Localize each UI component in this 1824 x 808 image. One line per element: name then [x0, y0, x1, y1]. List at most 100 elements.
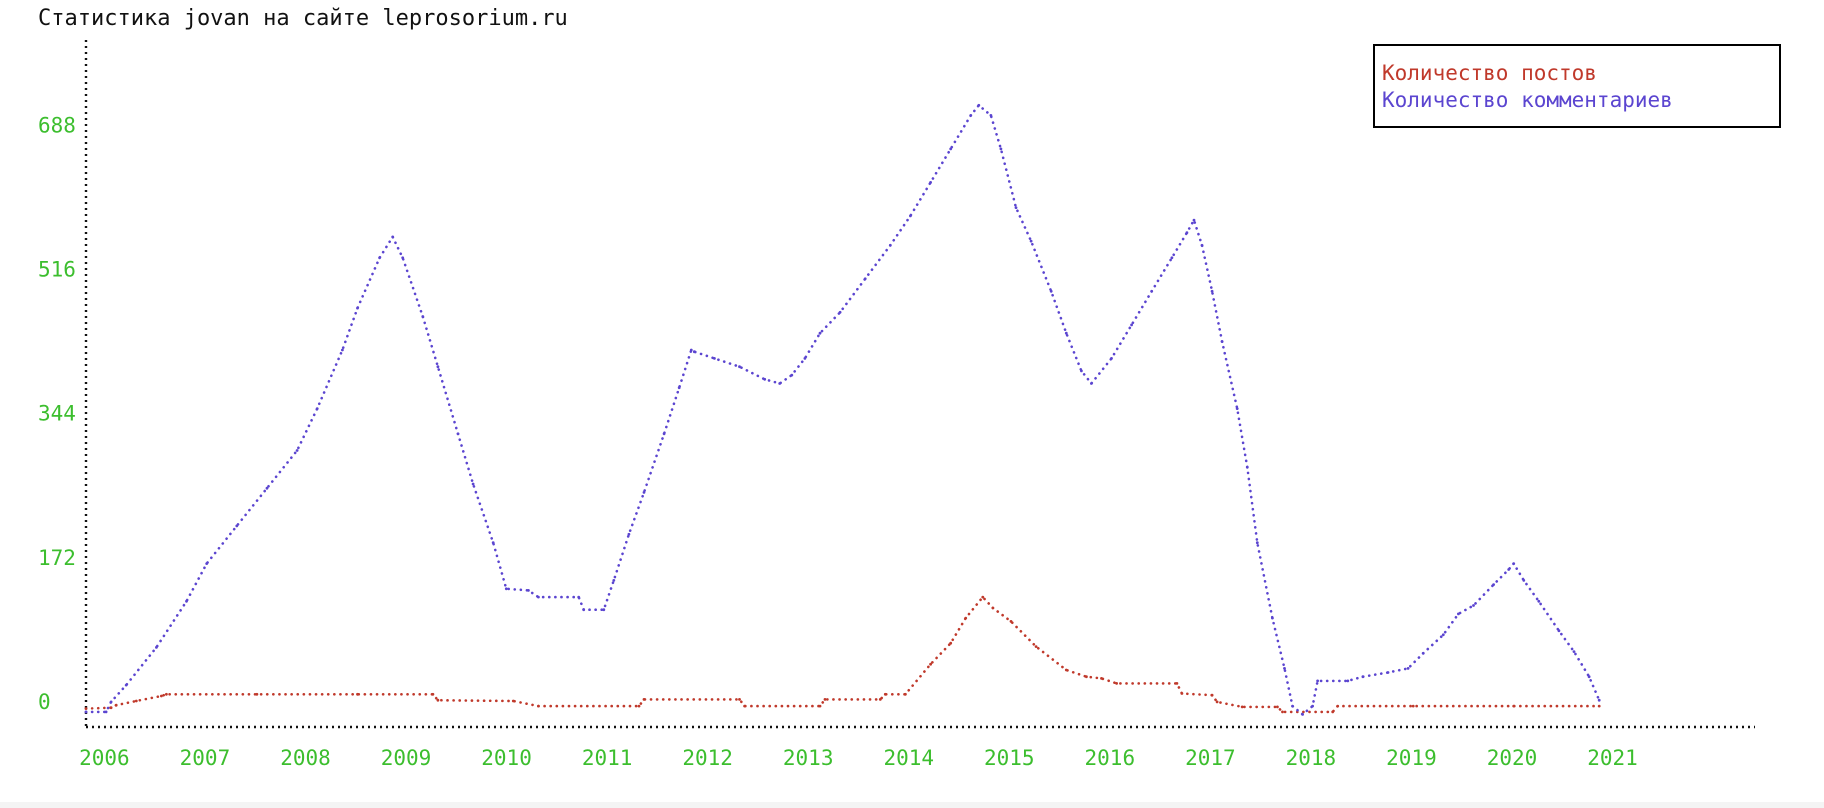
- chart-axes: [84, 40, 1755, 729]
- data-point: [991, 606, 995, 610]
- data-point: [436, 365, 440, 369]
- data-point: [431, 692, 435, 696]
- data-point: [743, 704, 746, 708]
- x-tick-label: 2011: [582, 746, 633, 770]
- data-point: [205, 562, 209, 565]
- data-point: [577, 595, 581, 599]
- data-point: [1210, 289, 1214, 293]
- x-tick-label: 2018: [1286, 746, 1337, 770]
- data-point: [949, 641, 953, 645]
- data-point: [803, 357, 807, 360]
- data-point: [1255, 541, 1259, 545]
- data-point: [356, 692, 359, 696]
- data-point: [1009, 620, 1013, 623]
- data-point: [504, 587, 508, 591]
- data-point: [1386, 671, 1390, 674]
- data-point: [981, 595, 985, 599]
- data-point: [471, 482, 475, 486]
- data-point: [1080, 369, 1083, 373]
- data-point: [436, 698, 440, 702]
- data-point: [1512, 704, 1516, 708]
- data-point: [1283, 667, 1286, 670]
- data-point: [612, 579, 616, 582]
- data-point: [1291, 704, 1294, 708]
- data-point: [909, 214, 912, 218]
- data-point: [1185, 231, 1189, 235]
- data-point: [378, 256, 381, 260]
- data-point: [677, 386, 681, 390]
- data-point: [1587, 675, 1591, 679]
- x-tick-label: 2013: [783, 746, 834, 770]
- data-point: [878, 698, 882, 701]
- data-point: [1522, 579, 1526, 582]
- x-tick-label: 2017: [1185, 746, 1236, 770]
- data-point: [888, 243, 892, 247]
- data-point: [341, 348, 344, 352]
- data-point: [738, 698, 741, 701]
- data-point: [537, 595, 540, 599]
- data-point: [863, 277, 867, 281]
- data-point: [602, 608, 606, 612]
- data-point: [1271, 616, 1274, 620]
- data-point: [818, 704, 822, 708]
- series-comments: [84, 103, 1601, 717]
- data-point: [1049, 289, 1053, 293]
- data-point: [1034, 645, 1038, 648]
- chart-legend: Количество постов Количество комментарие…: [1373, 44, 1781, 128]
- data-point: [1029, 239, 1033, 243]
- data-point: [104, 710, 108, 714]
- data-point: [1085, 675, 1088, 679]
- data-point: [1220, 340, 1224, 343]
- data-point: [1215, 700, 1219, 704]
- y-tick-label: 516: [38, 258, 76, 282]
- data-point: [1175, 682, 1179, 685]
- y-tick-label: 0: [38, 690, 51, 714]
- data-point: [969, 114, 973, 117]
- data-point: [1406, 667, 1410, 670]
- data-point: [84, 710, 88, 714]
- data-point: [1457, 612, 1460, 616]
- data-point: [421, 315, 425, 318]
- data-point: [1180, 692, 1184, 695]
- data-point: [1331, 710, 1335, 714]
- data-point: [1472, 604, 1475, 607]
- data-point: [114, 703, 118, 707]
- data-point: [1441, 633, 1445, 637]
- data-point: [1492, 583, 1495, 586]
- data-point: [1235, 407, 1239, 410]
- data-point: [1421, 651, 1425, 655]
- data-point: [456, 432, 460, 436]
- data-point: [692, 350, 696, 354]
- series-posts: [84, 595, 1601, 714]
- data-point: [838, 310, 842, 314]
- data-point: [929, 181, 932, 184]
- data-point: [763, 377, 767, 381]
- data-point: [109, 706, 113, 710]
- data-point: [1014, 206, 1018, 210]
- legend-entry-comments: Количество комментариев: [1382, 88, 1673, 112]
- x-tick-label: 2008: [280, 746, 331, 770]
- data-point: [315, 407, 319, 410]
- y-tick-labels: 0 172 344 516 688: [38, 113, 76, 713]
- y-tick-label: 172: [38, 546, 76, 570]
- data-point: [391, 235, 395, 239]
- data-point: [642, 698, 646, 701]
- data-point: [1276, 705, 1279, 709]
- series-layer: [84, 103, 1601, 717]
- data-point: [823, 698, 827, 701]
- data-point: [255, 692, 259, 696]
- x-tick-label: 2020: [1487, 746, 1538, 770]
- data-point: [491, 541, 495, 545]
- x-tick-label: 2012: [682, 746, 733, 770]
- series-line: [84, 103, 1601, 717]
- data-point: [1100, 677, 1103, 680]
- data-point: [662, 432, 666, 436]
- x-tick-label: 2006: [79, 746, 130, 770]
- x-tick-label: 2007: [180, 746, 231, 770]
- data-point: [356, 306, 359, 310]
- data-point: [999, 147, 1003, 151]
- data-point: [1557, 629, 1561, 633]
- data-point: [904, 692, 907, 696]
- series-line: [84, 595, 1601, 714]
